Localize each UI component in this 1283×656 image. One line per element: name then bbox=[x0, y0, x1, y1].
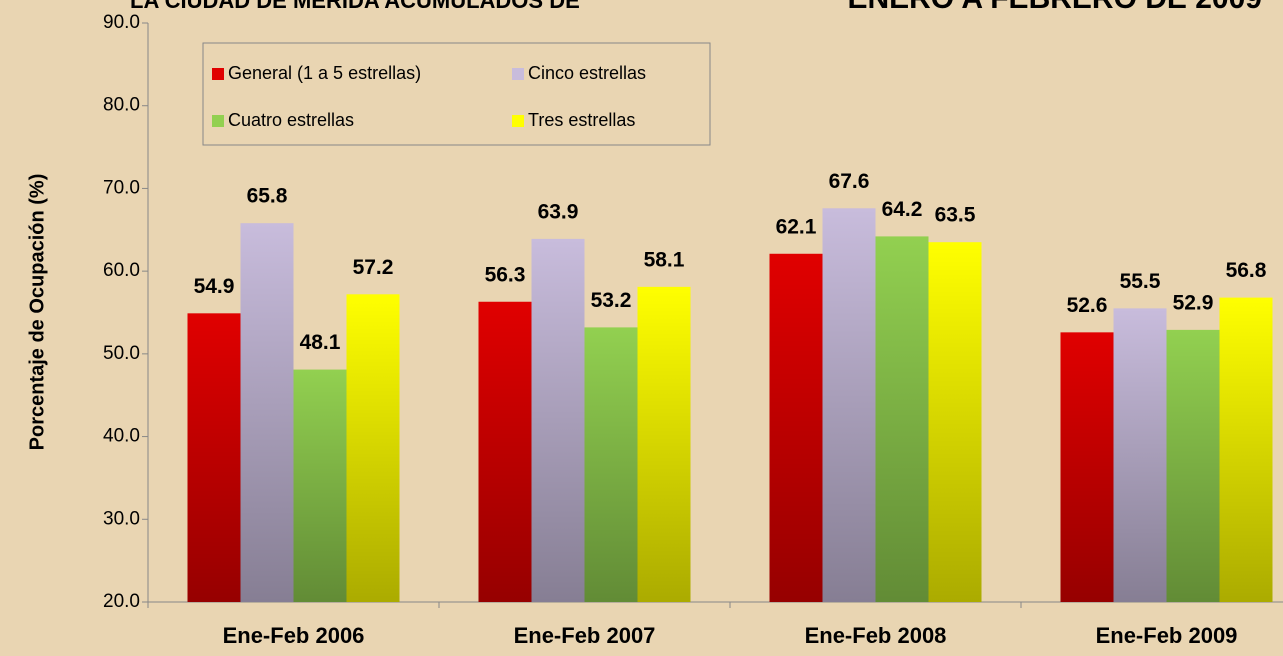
bar-shade bbox=[822, 208, 876, 602]
bar-shade bbox=[928, 242, 982, 602]
y-tick-label: 90.0 bbox=[103, 12, 140, 33]
bar-shade bbox=[240, 223, 294, 602]
y-tick-label: 80.0 bbox=[103, 95, 140, 116]
data-label: 67.6 bbox=[829, 170, 870, 193]
data-label: 52.6 bbox=[1067, 294, 1108, 317]
y-tick-label: 30.0 bbox=[103, 508, 140, 529]
legend-swatch bbox=[212, 68, 224, 80]
data-label: 63.9 bbox=[538, 200, 579, 223]
x-tick-label: Ene-Feb 2008 bbox=[805, 623, 947, 648]
data-label: 52.9 bbox=[1173, 291, 1214, 314]
y-tick-label: 50.0 bbox=[103, 343, 140, 364]
data-label: 58.1 bbox=[644, 248, 685, 271]
y-tick-label: 20.0 bbox=[103, 591, 140, 612]
y-tick-label: 60.0 bbox=[103, 260, 140, 281]
bar-shade bbox=[1060, 332, 1114, 602]
chart-title: LA CIUDAD DE MERIDA ACUMULADOS DE bbox=[130, 0, 580, 13]
bar-shade bbox=[637, 286, 691, 602]
bar-shade bbox=[187, 313, 241, 602]
x-tick-label: Ene-Feb 2006 bbox=[223, 623, 365, 648]
y-tick-label: 70.0 bbox=[103, 177, 140, 198]
legend-label: Cinco estrellas bbox=[528, 63, 646, 83]
bar-shade bbox=[293, 369, 347, 602]
legend-swatch bbox=[512, 68, 524, 80]
bar-shade bbox=[346, 294, 400, 602]
data-label: 64.2 bbox=[882, 198, 923, 221]
data-label: 48.1 bbox=[300, 331, 341, 354]
y-axis-label: Porcentaje de Ocupación (%) bbox=[26, 174, 48, 451]
chart-title-emphasis: ENERO A FEBRERO DE 2009 bbox=[847, 0, 1262, 15]
data-label: 62.1 bbox=[776, 215, 817, 238]
data-label: 65.8 bbox=[247, 185, 288, 208]
bar-shade bbox=[1113, 308, 1167, 602]
bar-shade bbox=[584, 327, 638, 602]
legend-label: Cuatro estrellas bbox=[228, 110, 354, 130]
bar-shade bbox=[1219, 297, 1273, 602]
data-label: 54.9 bbox=[194, 275, 235, 298]
y-tick-label: 40.0 bbox=[103, 426, 140, 447]
legend-label: Tres estrellas bbox=[528, 110, 635, 130]
data-label: 57.2 bbox=[353, 256, 394, 279]
legend-swatch bbox=[512, 115, 524, 127]
x-tick-label: Ene-Feb 2007 bbox=[514, 623, 656, 648]
bar-shade bbox=[875, 236, 929, 602]
data-label: 63.5 bbox=[935, 204, 976, 227]
bar-shade bbox=[769, 253, 823, 602]
data-label: 55.5 bbox=[1120, 270, 1161, 293]
data-label: 56.3 bbox=[485, 263, 526, 286]
legend-box bbox=[202, 42, 711, 146]
legend-label: General (1 a 5 estrellas) bbox=[228, 63, 421, 83]
bar-shade bbox=[1166, 329, 1220, 602]
data-label: 56.8 bbox=[1226, 259, 1267, 282]
bar-shade bbox=[478, 301, 532, 602]
bar-shade bbox=[531, 238, 585, 603]
data-label: 53.2 bbox=[591, 289, 632, 312]
legend-swatch bbox=[212, 115, 224, 127]
x-tick-label: Ene-Feb 2009 bbox=[1096, 623, 1238, 648]
